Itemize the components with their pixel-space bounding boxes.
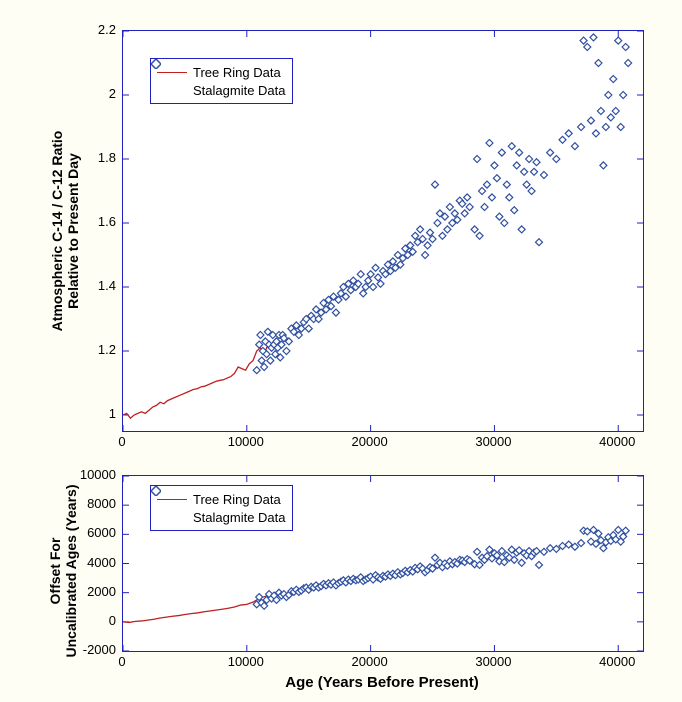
tick-label: 1.8 bbox=[66, 150, 116, 165]
tick-label: 1 bbox=[66, 406, 116, 421]
tick-label: 0 bbox=[66, 613, 116, 628]
tick-label: 10000 bbox=[216, 654, 276, 669]
tick-label: 1.2 bbox=[66, 342, 116, 357]
tick-label: 2.2 bbox=[66, 22, 116, 37]
tick-label: 2 bbox=[66, 86, 116, 101]
tick-label: 40000 bbox=[587, 434, 647, 449]
xlabel: Age (Years Before Present) bbox=[122, 674, 642, 691]
bottom-ylabel-line1: Offset For bbox=[47, 538, 63, 605]
top-ylabel-line1: Atmospheric C-14 / C-12 Ratio bbox=[49, 131, 65, 332]
tick-label: 1.4 bbox=[66, 278, 116, 293]
tree-line-swatch-b bbox=[157, 499, 187, 500]
tick-label: 0 bbox=[92, 654, 152, 669]
legend-row-tree: Tree Ring Data bbox=[157, 63, 286, 81]
tree-line-swatch bbox=[157, 72, 187, 73]
tick-label: 0 bbox=[92, 434, 152, 449]
tick-label: 4000 bbox=[66, 555, 116, 570]
tick-label: 40000 bbox=[587, 654, 647, 669]
legend-row-tree-b: Tree Ring Data bbox=[157, 490, 286, 508]
figure: Atmospheric C-14 / C-12 Ratio Relative t… bbox=[0, 0, 682, 702]
legend-label-stalagmite-b: Stalagmite Data bbox=[193, 510, 286, 525]
tick-label: 1.6 bbox=[66, 214, 116, 229]
tick-label: 2000 bbox=[66, 584, 116, 599]
tick-label: 10000 bbox=[66, 467, 116, 482]
tick-label: 8000 bbox=[66, 496, 116, 511]
tick-label: 30000 bbox=[463, 434, 523, 449]
tick-label: 6000 bbox=[66, 525, 116, 540]
tick-label: 20000 bbox=[340, 434, 400, 449]
tick-label: 10000 bbox=[216, 434, 276, 449]
legend-label-tree: Tree Ring Data bbox=[193, 65, 281, 80]
bottom-legend: Tree Ring Data Stalagmite Data bbox=[150, 485, 293, 531]
tick-label: 30000 bbox=[463, 654, 523, 669]
legend-label-tree-b: Tree Ring Data bbox=[193, 492, 281, 507]
legend-row-stalagmite: Stalagmite Data bbox=[157, 81, 286, 99]
top-legend: Tree Ring Data Stalagmite Data bbox=[150, 58, 293, 104]
top-ylabel: Atmospheric C-14 / C-12 Ratio Relative t… bbox=[49, 81, 81, 381]
bottom-ylabel: Offset For Uncalibrated Ages (Years) bbox=[47, 446, 79, 696]
tick-label: 20000 bbox=[340, 654, 400, 669]
legend-label-stalagmite: Stalagmite Data bbox=[193, 83, 286, 98]
legend-row-stalagmite-b: Stalagmite Data bbox=[157, 508, 286, 526]
